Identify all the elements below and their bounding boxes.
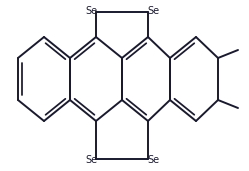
Text: Se: Se xyxy=(147,155,159,165)
Text: Se: Se xyxy=(85,155,97,165)
Text: Se: Se xyxy=(85,6,97,16)
Text: Se: Se xyxy=(147,6,159,16)
